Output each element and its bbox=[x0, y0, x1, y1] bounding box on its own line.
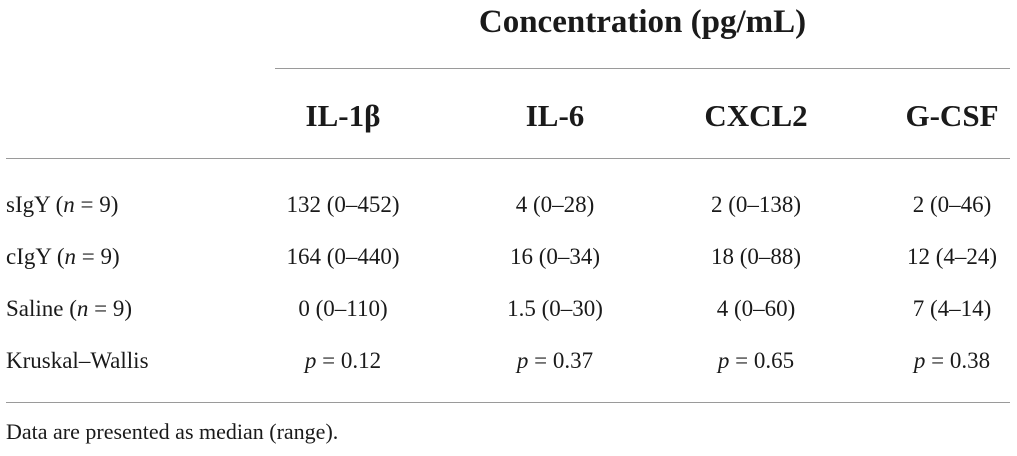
cell-value: 16 (0–34) bbox=[509, 244, 601, 269]
cell-value: 18 (0–88) bbox=[710, 244, 802, 269]
cell-value: 1.5 (0–30) bbox=[507, 296, 603, 321]
cell-value: 164 (0–440) bbox=[286, 244, 400, 269]
table-footnote: Data are presented as median (range). bbox=[6, 419, 339, 444]
column-header-il6: IL-6 bbox=[525, 98, 585, 133]
p-value-il6: p = 0.37 bbox=[516, 348, 594, 373]
table-bottom-rule bbox=[6, 402, 1010, 403]
column-header-il1b: IL-1β bbox=[305, 98, 381, 133]
body-divider bbox=[6, 158, 1010, 159]
cell-value: 4 (0–60) bbox=[716, 296, 796, 321]
p-value-il1b: p = 0.12 bbox=[304, 348, 382, 373]
cell-value: 7 (4–14) bbox=[912, 296, 992, 321]
row-label-saline: Saline (n = 9) bbox=[6, 296, 133, 321]
p-value-gcsf: p = 0.38 bbox=[913, 348, 991, 373]
column-header-cxcl2: CXCL2 bbox=[704, 98, 808, 133]
row-label-sigy: sIgY (n = 9) bbox=[6, 192, 119, 217]
row-label-cigy: cIgY (n = 9) bbox=[6, 244, 120, 269]
cell-value: 4 (0–28) bbox=[515, 192, 595, 217]
p-value-cxcl2: p = 0.65 bbox=[717, 348, 795, 373]
column-header-gcsf: G-CSF bbox=[905, 98, 999, 133]
cell-value: 0 (0–110) bbox=[298, 296, 388, 321]
cell-value: 2 (0–138) bbox=[710, 192, 802, 217]
cell-value: 2 (0–46) bbox=[912, 192, 992, 217]
row-label-kruskal-wallis: Kruskal–Wallis bbox=[6, 348, 149, 373]
cell-value: 12 (4–24) bbox=[906, 244, 998, 269]
header-divider bbox=[275, 68, 1010, 69]
cell-value: 132 (0–452) bbox=[286, 192, 400, 217]
column-group-header: Concentration (pg/mL) bbox=[478, 4, 807, 40]
